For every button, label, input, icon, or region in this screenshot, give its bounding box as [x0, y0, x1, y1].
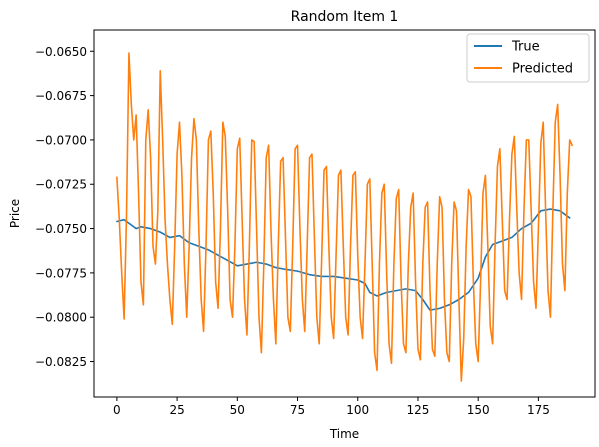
y-tick-label: −0.0700	[35, 133, 87, 147]
y-tick-label: −0.0675	[35, 89, 87, 103]
x-tick-label: 0	[113, 403, 121, 417]
y-tick-label: −0.0650	[35, 45, 87, 59]
y-tick-label: −0.0725	[35, 178, 87, 192]
y-axis: −0.0650 −0.0675 −0.0700 −0.0725 −0.0750 −0.07…	[35, 45, 94, 369]
plot-frame	[93, 29, 596, 398]
y-tick-label: −0.0750	[35, 222, 87, 236]
legend: True Predicted	[466, 33, 590, 83]
y-tick-label: −0.0825	[35, 355, 87, 369]
y-tick-label: −0.0775	[35, 266, 87, 280]
x-tick-label: 75	[290, 403, 305, 417]
x-axis: 0 25 50 75 100 125 150 175	[113, 397, 550, 417]
chart-title: Random Item 1	[291, 9, 399, 25]
series-line-predicted	[116, 52, 573, 382]
legend-label-predicted: Predicted	[512, 62, 573, 77]
x-tick-label: 25	[169, 403, 184, 417]
x-tick-label: 50	[230, 403, 245, 417]
y-tick-label: −0.0800	[35, 311, 87, 325]
x-tick-label: 100	[346, 403, 369, 417]
x-tick-label: 125	[407, 403, 430, 417]
series-layer	[116, 52, 573, 382]
series-line-true	[116, 208, 571, 311]
legend-label-true: True	[511, 40, 540, 55]
x-tick-label: 175	[527, 403, 550, 417]
x-tick-label: 150	[467, 403, 490, 417]
y-axis-label: Price	[8, 199, 22, 228]
plot-background	[94, 30, 595, 397]
x-axis-label: Time	[329, 427, 359, 441]
